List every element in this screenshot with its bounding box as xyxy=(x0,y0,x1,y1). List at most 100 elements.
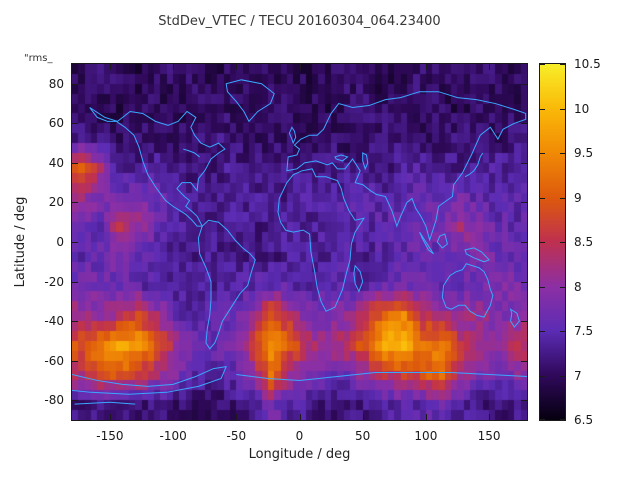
colorbar-tick-label: 8.5 xyxy=(574,235,594,249)
y-tick-mark xyxy=(521,162,527,164)
colorbar-tick-mark xyxy=(540,331,545,332)
y-tick-label: 80 xyxy=(48,76,64,91)
coastline-madagascar xyxy=(354,266,363,292)
x-tick-mark xyxy=(299,414,301,420)
x-tick-mark xyxy=(362,64,364,70)
y-tick-mark xyxy=(72,162,78,164)
colorbar-tick-label: 9.5 xyxy=(574,146,594,160)
coastline-australia xyxy=(442,264,493,317)
y-tick-label: 0 xyxy=(56,235,64,249)
y-tick-mark xyxy=(72,83,78,85)
y-tick-mark xyxy=(72,360,78,362)
coastline-japan xyxy=(465,153,483,177)
colorbar-tick-label: 7.5 xyxy=(574,324,594,338)
colorbar-tick-mark xyxy=(560,108,565,110)
coastline-north-america xyxy=(90,108,225,227)
y-tick-mark xyxy=(521,281,527,283)
coastline-antarctica-shelf xyxy=(75,402,136,404)
y-tick-label: 60 xyxy=(48,116,64,131)
coastline-south-america xyxy=(198,220,255,349)
y-tick-mark xyxy=(521,202,527,204)
y-tick-mark xyxy=(521,400,527,402)
colorbar-tick-mark xyxy=(540,286,545,288)
y-tick-label: -60 xyxy=(44,353,64,368)
y-tick-mark xyxy=(521,242,527,243)
colorbar-tick-mark xyxy=(560,419,565,420)
coastline-new-guinea xyxy=(465,248,489,262)
colorbar-tick-mark xyxy=(540,64,545,65)
coastline-sumatra xyxy=(420,232,434,254)
colorbar-tick-mark xyxy=(540,242,545,243)
x-tick-mark xyxy=(173,414,175,420)
coastline-borneo xyxy=(437,234,447,248)
x-tick-label: -150 xyxy=(96,429,124,443)
colorbar-tick-label: 8 xyxy=(574,279,582,294)
colorbar-tick-label: 10.5 xyxy=(574,57,601,71)
x-tick-mark xyxy=(173,64,175,70)
y-tick-mark xyxy=(72,321,78,323)
caspian-sea xyxy=(363,153,368,169)
x-tick-mark xyxy=(489,64,491,70)
colorbar-tick-mark xyxy=(560,153,565,154)
y-tick-mark xyxy=(72,281,78,283)
coastlines-group xyxy=(72,80,527,404)
y-tick-mark xyxy=(72,400,78,402)
heatmap-canvas xyxy=(72,64,527,420)
y-tick-mark xyxy=(521,123,527,125)
x-tick-label: -50 xyxy=(226,429,247,443)
x-axis-label: Longitude / deg xyxy=(248,447,351,462)
chart-title: StdDev_VTEC / TECU 20160304_064.23400 xyxy=(158,14,441,29)
y-tick-mark xyxy=(521,321,527,323)
corner-annotation: "rms_ xyxy=(24,53,53,64)
colorbar-tick-label: 10 xyxy=(574,101,590,116)
colorbar-tick-label: 9 xyxy=(574,190,582,205)
x-tick-mark xyxy=(425,414,427,420)
black-sea xyxy=(335,155,348,161)
x-tick-mark xyxy=(109,64,111,70)
colorbar-tick-label: 7 xyxy=(574,368,582,383)
coastline-new-zealand xyxy=(511,309,520,327)
x-tick-mark xyxy=(425,64,427,70)
coastlines-overlay xyxy=(72,64,527,420)
coastline-eurasia xyxy=(287,92,526,240)
colorbar-tick-mark xyxy=(540,108,545,110)
colorbar-tick-mark xyxy=(540,419,545,420)
coastline-antarctica-west xyxy=(72,367,226,395)
colorbar-tick-mark xyxy=(540,197,545,199)
colorbar-tick-mark xyxy=(540,375,545,377)
colorbar-tick-mark xyxy=(560,331,565,332)
x-tick-mark xyxy=(109,414,111,420)
coastline-british-isles xyxy=(289,127,295,143)
colorbar-tick-mark xyxy=(560,286,565,288)
x-tick-mark xyxy=(362,414,364,420)
y-tick-label: 20 xyxy=(48,195,64,210)
colorbar-tick-mark xyxy=(560,197,565,199)
x-tick-label: 50 xyxy=(355,429,371,443)
y-tick-label: 40 xyxy=(48,155,64,170)
y-tick-mark xyxy=(521,83,527,85)
x-tick-label: 100 xyxy=(414,429,438,443)
colorbar-tick-label: 6.5 xyxy=(574,413,594,427)
y-tick-mark xyxy=(521,360,527,362)
y-tick-mark xyxy=(72,202,78,204)
colorbar-tick-mark xyxy=(540,153,545,154)
y-tick-label: -20 xyxy=(44,274,64,289)
y-tick-label: -80 xyxy=(44,393,64,408)
colorbar-tick-mark xyxy=(560,242,565,243)
x-tick-mark xyxy=(489,414,491,420)
coastline-antarctica-east xyxy=(236,373,527,381)
x-tick-label: 150 xyxy=(477,429,501,443)
y-tick-mark xyxy=(72,242,78,243)
x-tick-mark xyxy=(236,64,238,70)
plot-area xyxy=(71,63,528,421)
coastline-africa xyxy=(278,169,364,311)
coastline-greenland xyxy=(226,80,274,122)
y-tick-mark xyxy=(72,123,78,125)
colorbar-tick-mark xyxy=(560,64,565,65)
colorbar-tick-mark xyxy=(560,375,565,377)
x-tick-label: -100 xyxy=(159,429,187,443)
y-tick-label: -40 xyxy=(44,314,64,329)
x-tick-mark xyxy=(236,414,238,420)
x-tick-mark xyxy=(299,64,301,70)
